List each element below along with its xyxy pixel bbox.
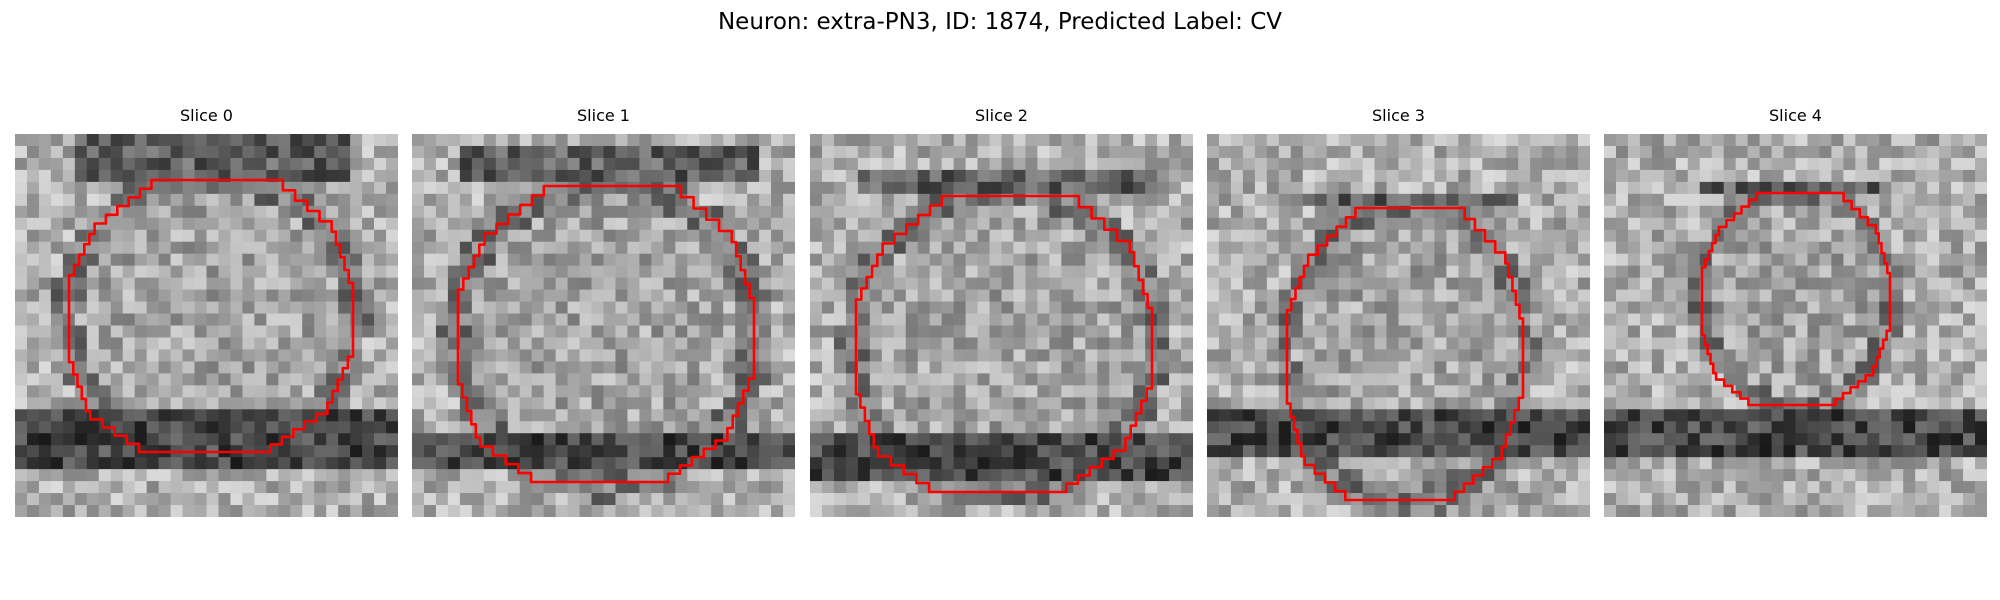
- segmentation-contour: [1700, 191, 1892, 407]
- segmentation-contour: [67, 178, 355, 454]
- slice-title: Slice 4: [1769, 106, 1822, 125]
- figure-title: Neuron: extra-PN3, ID: 1874, Predicted L…: [717, 9, 1283, 35]
- slice-svg: [1604, 134, 1987, 517]
- slice-svg: [810, 134, 1193, 517]
- em-texture: [810, 134, 1193, 517]
- slice-panel-3: Slice 3: [1207, 106, 1590, 517]
- em-texture: [1604, 134, 1987, 517]
- em-texture: [15, 134, 398, 517]
- slice-title: Slice 1: [577, 106, 630, 125]
- slice-panel-0: Slice 0: [15, 106, 398, 517]
- slice-panel-4: Slice 4: [1604, 106, 1987, 517]
- segmentation-contour: [1285, 206, 1525, 502]
- segmentation-contour: [854, 194, 1154, 494]
- slice-svg: [412, 134, 795, 517]
- em-texture: [412, 134, 795, 517]
- slice-svg: [1207, 134, 1590, 517]
- slice-svg: [15, 134, 398, 517]
- slice-panel-2: Slice 2: [810, 106, 1193, 517]
- em-texture: [1207, 134, 1590, 517]
- slice-title: Slice 3: [1372, 106, 1425, 125]
- em-slice-image: [15, 134, 398, 517]
- em-slice-image: [1207, 134, 1590, 517]
- em-slice-image: [412, 134, 795, 517]
- slice-panel-1: Slice 1: [412, 106, 795, 517]
- segmentation-contour: [456, 184, 756, 484]
- em-slice-image: [810, 134, 1193, 517]
- slice-title: Slice 2: [975, 106, 1028, 125]
- em-slice-image: [1604, 134, 1987, 517]
- slice-title: Slice 0: [180, 106, 233, 125]
